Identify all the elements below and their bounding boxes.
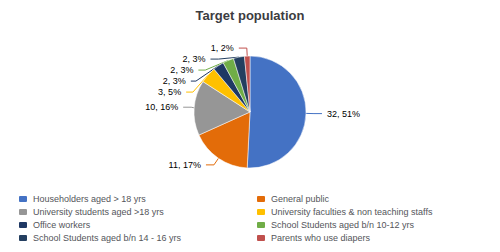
svg-text:2, 3%: 2, 3% xyxy=(182,54,205,64)
svg-text:1, 2%: 1, 2% xyxy=(211,43,234,53)
svg-text:11, 17%: 11, 17% xyxy=(169,160,201,170)
svg-text:3, 5%: 3, 5% xyxy=(158,87,181,97)
svg-text:Office workers: Office workers xyxy=(33,220,91,230)
svg-text:10, 16%: 10, 16% xyxy=(145,102,178,112)
svg-text:Householders aged > 18 yrs: Householders aged > 18 yrs xyxy=(33,194,146,204)
svg-text:University students aged >18 y: University students aged >18 yrs xyxy=(33,207,164,217)
svg-text:32, 51%: 32, 51% xyxy=(327,109,360,119)
svg-text:General public: General public xyxy=(271,194,330,204)
svg-text:Target population: Target population xyxy=(196,8,305,23)
svg-text:School Students aged b/n 14 -: School Students aged b/n 14 - 16 yrs xyxy=(33,233,182,243)
svg-text:School Students aged b/n 10-12: School Students aged b/n 10-12 yrs xyxy=(271,220,415,230)
svg-text:2, 3%: 2, 3% xyxy=(170,65,193,75)
svg-text:Parents who use diapers: Parents who use diapers xyxy=(271,233,371,243)
svg-text:University faculties & non tea: University faculties & non teaching staf… xyxy=(271,207,433,217)
svg-text:2, 3%: 2, 3% xyxy=(163,76,186,86)
